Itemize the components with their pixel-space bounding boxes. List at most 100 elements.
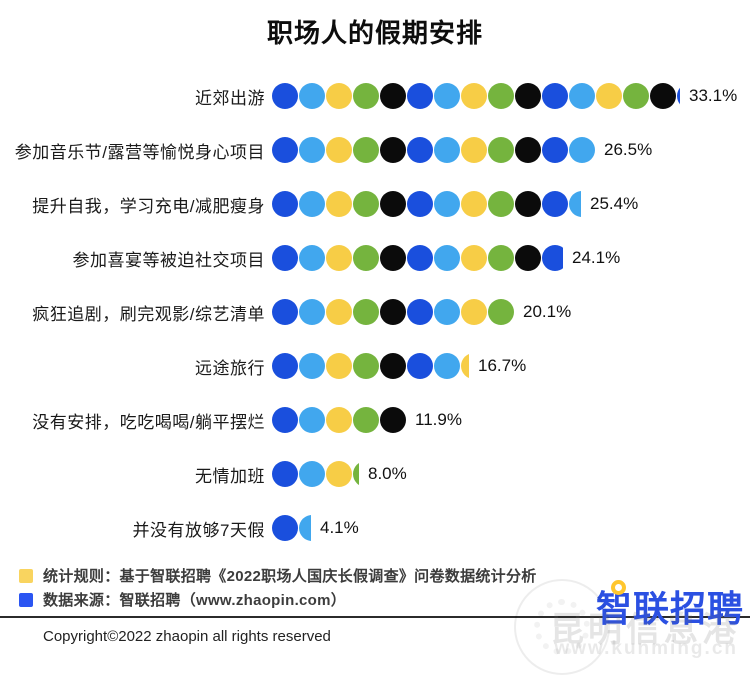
dot-icon [353,353,379,379]
dot-icon [569,83,595,109]
dot-icon [542,137,568,163]
partial-dot-icon [353,461,359,487]
dot-icon [326,407,352,433]
dot-icon [407,299,433,325]
dot-icon [461,83,487,109]
dot-icon [272,353,298,379]
dot-icon [326,245,352,271]
dot-icon [434,83,460,109]
dot-icon [623,83,649,109]
value-label: 8.0% [368,464,407,483]
legend-label: 统计规则：基于智联招聘《2022职场人国庆长假调查》问卷数据统计分析 [43,568,537,585]
dot-icon [380,191,406,217]
category-label: 疯狂追剧，刷完观影/综艺清单 [32,304,265,324]
dot-icon [515,191,541,217]
dot-icon [326,299,352,325]
category-label: 参加喜宴等被迫社交项目 [72,250,265,270]
dot-icon [434,245,460,271]
chart-row: 近郊出游 33.1% [0,69,750,123]
partial-dot-icon [299,515,311,541]
dot-icon [272,137,298,163]
dot-icon [407,137,433,163]
dot-icon [488,245,514,271]
value-label: 4.1% [320,518,359,537]
category-label: 远途旅行 [195,358,265,378]
legend-label: 数据来源：智联招聘（www.zhaopin.com） [43,592,347,609]
dot-icon [542,191,568,217]
dot-icon [353,245,379,271]
dot-bar [272,407,406,433]
dot-icon [299,461,325,487]
dot-icon [380,83,406,109]
dot-icon [299,407,325,433]
dot-icon [407,83,433,109]
dot-icon [461,137,487,163]
dot-icon [434,353,460,379]
footer-divider [0,616,750,618]
category-label: 没有安排，吃吃喝喝/躺平摆烂 [32,412,265,432]
dot-bar [272,353,469,379]
dot-icon [299,299,325,325]
value-label: 16.7% [478,356,527,375]
dot-icon [461,245,487,271]
dot-icon [650,83,676,109]
dot-icon [272,461,298,487]
chart-row: 参加喜宴等被迫社交项目 24.1% [0,231,750,285]
chart-row: 提升自我，学习充电/减肥瘦身 25.4% [0,177,750,231]
chart-row: 无情加班 8.0% [0,447,750,501]
dot-icon [488,299,514,325]
dot-icon [434,137,460,163]
dot-icon [326,137,352,163]
dot-icon [488,83,514,109]
value-label: 11.9% [415,410,462,429]
dot-bar [272,461,359,487]
dot-icon [353,137,379,163]
dot-icon [434,191,460,217]
value-label: 33.1% [689,86,738,105]
partial-dot-icon [569,191,581,217]
dot-icon [407,353,433,379]
zhaopin-logo: 智联招聘 [596,580,744,632]
dot-icon [434,299,460,325]
dot-icon [353,83,379,109]
logo-yellow-ring-icon [610,580,626,595]
dot-icon [569,191,581,217]
dot-icon [542,83,568,109]
dot-icon [272,515,298,541]
value-label: 25.4% [590,194,639,213]
dot-icon [299,353,325,379]
chart-legend: 统计规则：基于智联招聘《2022职场人国庆长假调查》问卷数据统计分析 数据来源：… [19,565,750,610]
dot-icon [353,299,379,325]
chart-rows: 近郊出游 33.1% 参加音乐节/露营等愉悦身心项目 26.5% 提升自我，学习充电/减… [0,69,750,555]
dot-icon [569,137,595,163]
dot-icon [515,137,541,163]
dot-bar [272,515,311,541]
dot-icon [677,83,680,109]
dot-icon [380,245,406,271]
legend-row-data-source: 数据来源：智联招聘（www.zhaopin.com） [19,589,750,610]
dot-icon [299,83,325,109]
dot-icon [299,137,325,163]
chart-row: 远途旅行 16.7% [0,339,750,393]
watermark-site-url: www.kunming.cn [554,638,738,659]
dot-icon [407,191,433,217]
dot-icon [272,245,298,271]
dot-bar [272,245,563,271]
chart-row: 并没有放够7天假 4.1% [0,501,750,555]
dot-icon [380,299,406,325]
dot-icon [299,515,311,541]
chart-row: 参加音乐节/露营等愉悦身心项目 26.5% [0,123,750,177]
dot-icon [461,299,487,325]
value-label: 20.1% [523,302,572,321]
chart-row: 没有安排，吃吃喝喝/躺平摆烂 11.9% [0,393,750,447]
partial-dot-icon [542,245,563,271]
dot-icon [326,461,352,487]
dot-icon [299,191,325,217]
copyright-text: Copyright©2022 zhaopin all rights reserv… [43,628,331,645]
category-label: 参加音乐节/露营等愉悦身心项目 [14,142,265,162]
legend-row-statistics-rule: 统计规则：基于智联招聘《2022职场人国庆长假调查》问卷数据统计分析 [19,565,750,586]
dot-icon [488,137,514,163]
dot-icon [488,191,514,217]
dot-icon [353,407,379,433]
blue-swatch-icon [19,592,33,607]
